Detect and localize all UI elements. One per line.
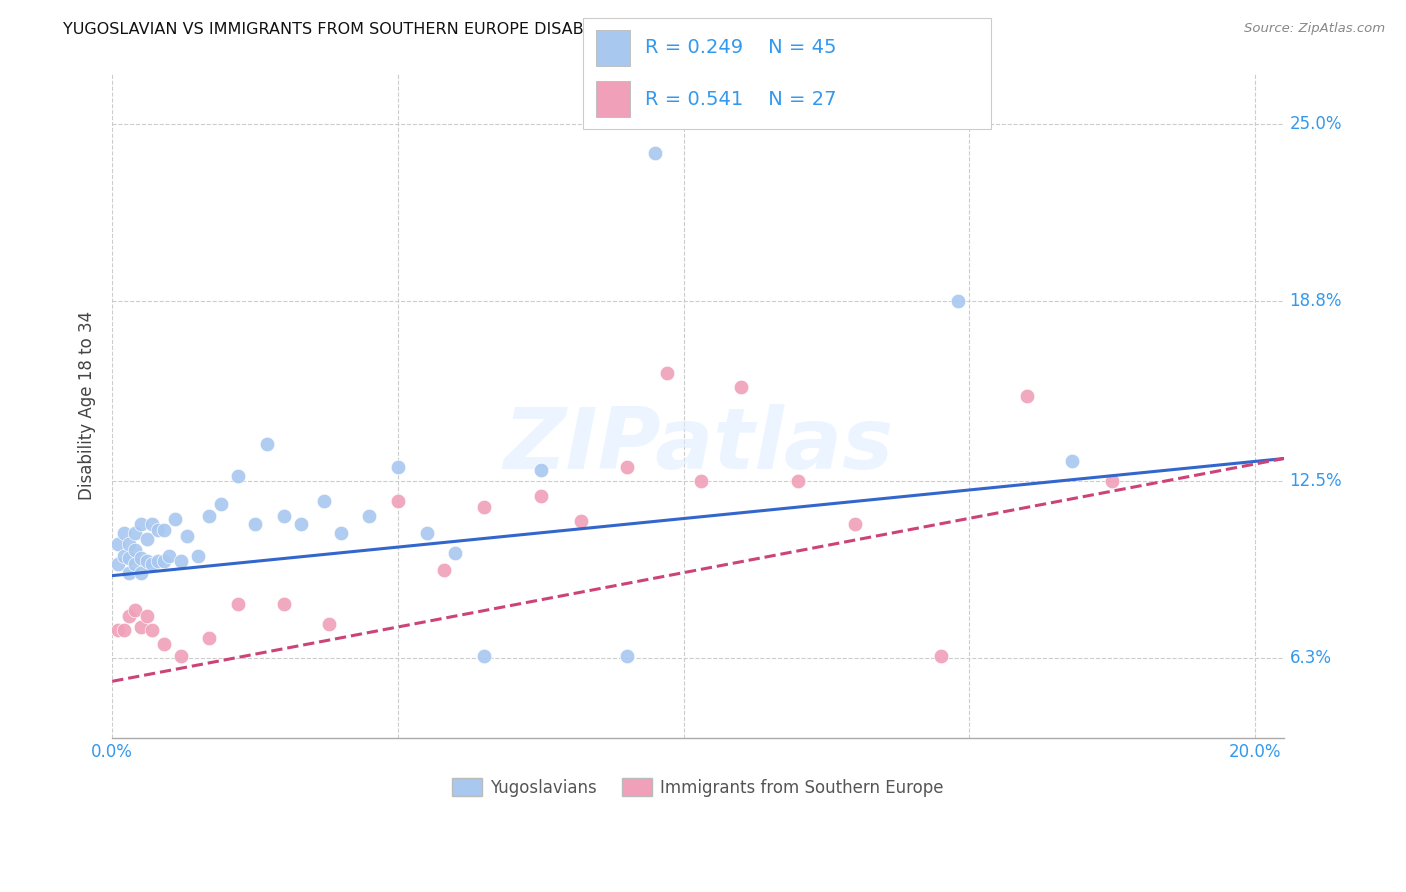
Point [198,508,221,523]
Point [107,537,129,551]
Point [129,566,152,580]
Point [530,463,553,477]
Point [112,549,135,563]
Point [107,558,129,572]
Point [415,525,437,540]
Point [129,620,152,634]
Point [1015,389,1038,403]
Point [226,468,249,483]
Point [152,554,174,568]
Point [472,500,495,514]
Point [290,517,312,532]
Point [433,563,456,577]
Point [112,623,135,637]
Text: YUGOSLAVIAN VS IMMIGRANTS FROM SOUTHERN EUROPE DISABILITY AGE 18 TO 34 CORRELATI: YUGOSLAVIAN VS IMMIGRANTS FROM SOUTHERN … [63,22,917,37]
Text: R = 0.249    N = 45: R = 0.249 N = 45 [645,38,837,57]
Point [146,554,169,568]
Point [689,475,711,489]
Text: 18.8%: 18.8% [1289,293,1343,310]
Point [273,597,295,611]
Point [730,380,752,394]
Point [929,648,952,663]
Point [118,566,141,580]
Point [124,543,146,558]
Point [141,558,163,572]
Text: 6.3%: 6.3% [1289,649,1331,667]
Point [118,551,141,566]
Point [141,517,163,532]
Point [273,508,295,523]
Point [176,529,198,543]
Point [170,648,193,663]
Point [569,514,592,528]
Point [1062,454,1084,468]
Point [243,517,266,532]
Point [616,460,638,475]
Point [187,549,209,563]
Point [472,648,495,663]
Point [844,517,866,532]
Point [165,511,187,525]
Point [152,523,174,537]
Point [387,460,409,475]
Point [359,508,381,523]
Text: 25.0%: 25.0% [1289,115,1343,134]
Point [135,554,157,568]
Point [644,145,666,160]
Text: ZIPatlas: ZIPatlas [503,404,893,487]
Point [209,497,232,511]
Point [146,523,169,537]
Point [946,294,969,309]
Point [107,623,129,637]
Point [170,554,193,568]
Point [152,637,174,651]
Point [124,525,146,540]
Text: R = 0.541    N = 27: R = 0.541 N = 27 [645,90,837,109]
Point [118,537,141,551]
Point [616,648,638,663]
Point [141,623,163,637]
Point [787,475,810,489]
Point [530,489,553,503]
Point [318,617,340,632]
Point [129,517,152,532]
Point [157,549,180,563]
Point [444,546,467,560]
Point [129,551,152,566]
Point [118,608,141,623]
Point [135,532,157,546]
Point [1101,475,1123,489]
Point [329,525,352,540]
Point [124,603,146,617]
Point [124,558,146,572]
Point [112,525,135,540]
Text: Source: ZipAtlas.com: Source: ZipAtlas.com [1244,22,1385,36]
Point [198,632,221,646]
Legend: Yugoslavians, Immigrants from Southern Europe: Yugoslavians, Immigrants from Southern E… [446,772,950,804]
Point [655,366,678,380]
Point [387,494,409,508]
Point [312,494,335,508]
Y-axis label: Disability Age 18 to 34: Disability Age 18 to 34 [79,311,96,500]
Text: 12.5%: 12.5% [1289,473,1343,491]
Point [135,608,157,623]
Point [256,437,278,451]
Point [226,597,249,611]
